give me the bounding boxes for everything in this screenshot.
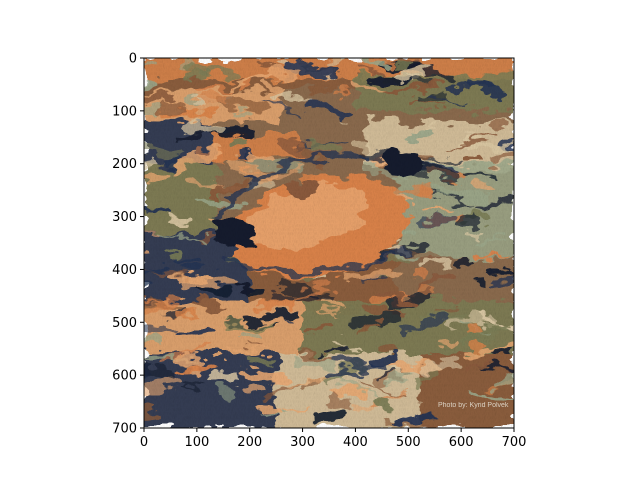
y-axis: 0 100 200 300 400 500 600 700 <box>112 52 144 437</box>
x-tick-label: 200 <box>237 435 262 450</box>
y-tick-label: 400 <box>112 263 137 278</box>
y-tick-label: 600 <box>112 369 137 384</box>
x-tick-label: 300 <box>290 435 315 450</box>
x-tick-label: 500 <box>396 435 421 450</box>
y-tick-label: 500 <box>112 316 137 331</box>
y-tick-label: 100 <box>112 104 137 119</box>
x-tick-label: 100 <box>184 435 209 450</box>
watermark-text: Photo by: Kyrid Polvek <box>438 402 509 409</box>
x-tick-label: 400 <box>343 435 368 450</box>
x-tick-label: 0 <box>140 435 148 450</box>
y-tick-label: 700 <box>112 422 137 437</box>
y-tick-label: 300 <box>112 210 137 225</box>
x-tick-label: 700 <box>502 435 527 450</box>
x-tick-label: 600 <box>449 435 474 450</box>
x-axis: 0 100 200 300 400 500 600 700 <box>140 428 527 450</box>
y-tick-label: 0 <box>129 52 137 67</box>
y-tick-label: 200 <box>112 157 137 172</box>
painted-image: Photo by: Kyrid Polvek <box>144 58 514 428</box>
axes-frame <box>143 57 515 429</box>
